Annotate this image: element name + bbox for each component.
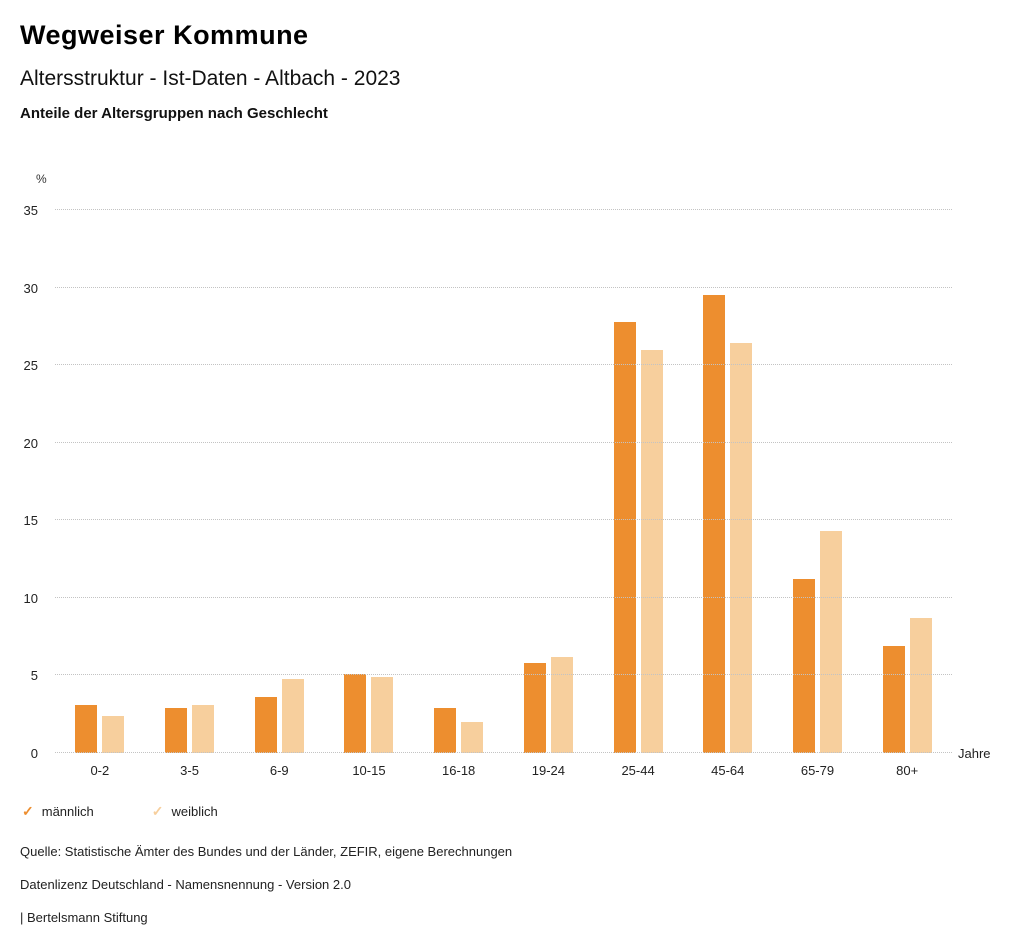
bar-weiblich-19-24 — [550, 656, 573, 753]
gridline-20 — [55, 441, 952, 443]
page-title: Wegweiser Kommune — [20, 20, 309, 50]
bar-group-45-64 — [683, 210, 773, 753]
y-tick-label: 10 — [23, 590, 38, 606]
bar-männlich-10-15 — [344, 673, 367, 753]
legend-item-weiblich: ✓ weiblich — [152, 803, 218, 820]
bar-weiblich-6-9 — [281, 678, 304, 753]
bar-group-10-15 — [324, 210, 414, 753]
bar-weiblich-65-79 — [819, 531, 842, 753]
gridline-35 — [55, 209, 952, 210]
x-tick-label-45-64: 45-64 — [711, 763, 745, 778]
bar-weiblich-16-18 — [461, 721, 484, 753]
bar-weiblich-45-64 — [730, 343, 753, 753]
legend-label: männlich — [41, 804, 94, 819]
bar-group-0-2 — [55, 210, 145, 753]
chart-title: Anteile der Altersgruppen nach Geschlech… — [20, 105, 328, 122]
gridline-5 — [55, 674, 952, 676]
x-tick-label-3-5: 3-5 — [180, 763, 199, 778]
license-text: Datenlizenz Deutschland - Namensnennung … — [20, 877, 351, 892]
bar-männlich-45-64 — [703, 295, 726, 753]
chart-header: Wegweiser Kommune Altersstruktur - Ist-D… — [20, 20, 400, 122]
gridline-15 — [55, 519, 952, 521]
check-icon: ✓ — [151, 803, 164, 819]
x-tick-label-6-9: 6-9 — [269, 763, 289, 778]
bar-männlich-6-9 — [254, 697, 277, 753]
x-tick-label-10-15: 10-15 — [352, 763, 386, 778]
footer: Quelle: Statistische Ämter des Bundes un… — [20, 844, 512, 943]
attribution-text: | Bertelsmann Stiftung — [20, 910, 148, 925]
legend-item-maennlich: ✓ männlich — [22, 803, 94, 820]
bar-group-80+ — [862, 210, 952, 753]
x-tick-label-0-2: 0-2 — [90, 763, 110, 778]
bar-group-25-44 — [593, 210, 683, 753]
legend-label: weiblich — [171, 804, 218, 819]
bar-männlich-80+ — [882, 645, 905, 753]
bar-männlich-3-5 — [165, 708, 188, 753]
page-subtitle: Altersstruktur - Ist-Daten - Altbach - 2… — [20, 67, 401, 90]
y-axis-tick-labels: 0 5 10 15 20 25 30 35 — [0, 203, 38, 761]
bar-männlich-16-18 — [434, 708, 457, 753]
bar-group-19-24 — [504, 210, 594, 753]
bar-weiblich-3-5 — [192, 704, 215, 753]
bar-group-16-18 — [414, 210, 504, 753]
bar-männlich-65-79 — [792, 579, 815, 753]
y-tick-label: 0 — [30, 746, 38, 761]
y-tick-label: 20 — [23, 435, 38, 451]
x-tick-label-65-79: 65-79 — [800, 763, 835, 778]
plot-area — [55, 209, 952, 753]
y-tick-label: 15 — [23, 513, 38, 529]
x-axis-unit-label: Jahre — [958, 746, 991, 761]
bar-group-65-79 — [773, 210, 863, 753]
bar-groups — [55, 210, 952, 753]
bar-weiblich-25-44 — [640, 349, 663, 753]
y-tick-label: 25 — [23, 358, 38, 374]
bar-group-3-5 — [145, 210, 235, 753]
bar-weiblich-80+ — [909, 618, 932, 753]
gridline-25 — [55, 364, 952, 366]
bar-männlich-19-24 — [523, 663, 546, 753]
legend: ✓ männlich ✓ weiblich — [22, 803, 218, 820]
bar-group-6-9 — [234, 210, 324, 753]
gridline-30 — [55, 286, 952, 288]
gridline-0 — [55, 752, 952, 753]
x-axis-tick-labels: 0-2 3-5 6-9 10-15 16-18 19-24 25-44 45-64 65-79 8… — [55, 763, 952, 778]
y-tick-label: 35 — [23, 203, 38, 218]
bar-weiblich-10-15 — [371, 676, 394, 753]
bar-männlich-0-2 — [75, 704, 98, 753]
bar-weiblich-0-2 — [102, 715, 125, 753]
x-tick-label-80+: 80+ — [896, 763, 919, 778]
y-tick-label: 5 — [30, 668, 38, 684]
x-tick-label-16-18: 16-18 — [442, 763, 476, 778]
source-text: Quelle: Statistische Ämter des Bundes un… — [20, 844, 513, 859]
x-tick-label-19-24: 19-24 — [531, 763, 565, 778]
y-tick-label: 30 — [23, 280, 38, 296]
check-icon: ✓ — [22, 803, 34, 819]
y-axis-unit-label: % — [36, 172, 47, 186]
x-tick-label-25-44: 25-44 — [621, 763, 655, 778]
bar-männlich-25-44 — [613, 321, 636, 753]
gridline-10 — [55, 596, 952, 598]
